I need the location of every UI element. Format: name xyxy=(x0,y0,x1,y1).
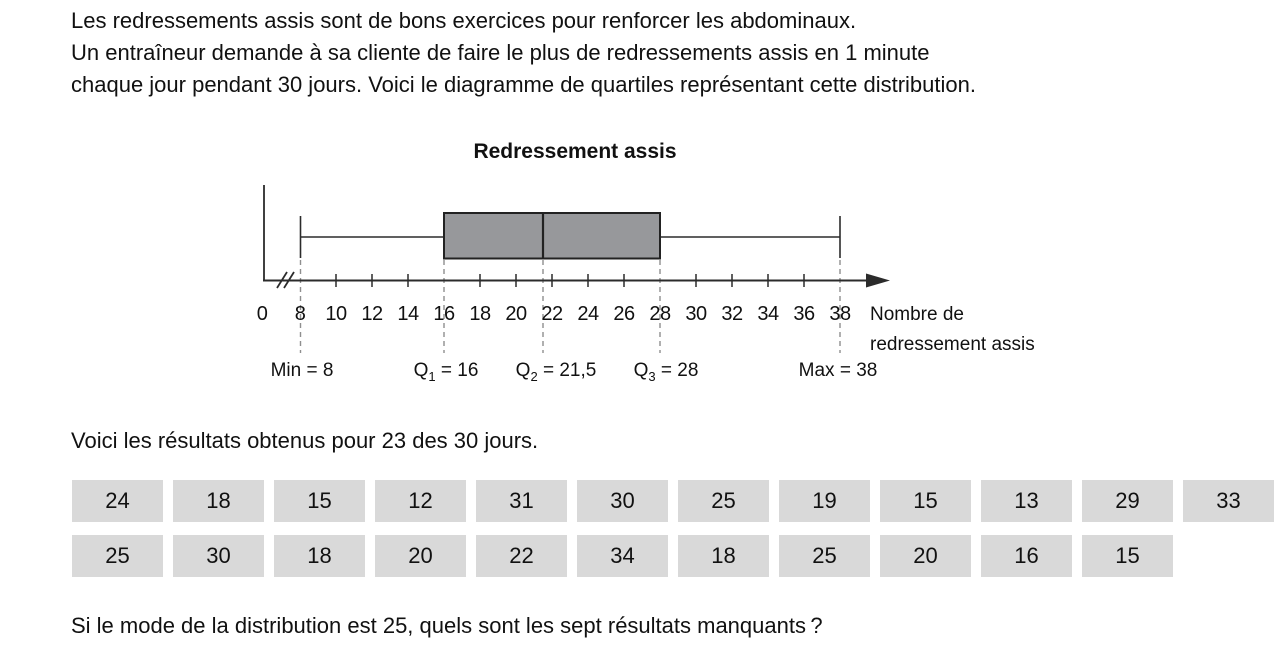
q2-stat-label: Q2 = 21,5 xyxy=(516,360,597,384)
result-cell: 13 xyxy=(981,480,1072,522)
result-cell: 24 xyxy=(72,480,163,522)
axis-tick-marks xyxy=(335,274,805,287)
intro-line-1: Les redressements assis sont de bons exe… xyxy=(71,8,857,33)
results-row-2: 25 30 18 20 22 34 18 25 20 16 15 xyxy=(72,535,1173,577)
chart-title: Redressement assis xyxy=(473,140,676,163)
intro-line-2: Un entraîneur demande à sa cliente de fa… xyxy=(71,40,930,65)
result-cell: 31 xyxy=(476,480,567,522)
result-cell: 29 xyxy=(1082,480,1173,522)
q2-sub: 2 xyxy=(530,369,537,384)
boxplot-chart: Redressement assis xyxy=(257,140,1035,384)
q3-stat-label: Q3 = 28 xyxy=(634,360,699,384)
tick-label: 8 xyxy=(295,303,306,325)
q3-value: = 28 xyxy=(656,360,699,381)
axis-caption-line-1: Nombre de xyxy=(870,304,964,325)
tick-label: 30 xyxy=(685,303,707,325)
axis-tick-labels: 0 8 10 12 14 16 18 20 22 24 26 28 30 32 … xyxy=(257,303,852,325)
result-cell: 25 xyxy=(678,480,769,522)
results-intro-text: Voici les résultats obtenus pour 23 des … xyxy=(71,428,539,453)
result-cell: 30 xyxy=(173,535,264,577)
question-text: Si le mode de la distribution est 25, qu… xyxy=(71,613,823,638)
result-cell: 25 xyxy=(72,535,163,577)
result-cell: 15 xyxy=(880,480,971,522)
tick-label: 26 xyxy=(613,303,635,325)
intro-line-3: chaque jour pendant 30 jours. Voici le d… xyxy=(71,72,976,97)
dashed-guide-lines xyxy=(299,260,841,353)
q1-stat-label: Q1 = 16 xyxy=(414,360,479,384)
intro-paragraph: Les redressements assis sont de bons exe… xyxy=(71,5,976,101)
tick-label: 10 xyxy=(325,303,347,325)
result-cell: 15 xyxy=(274,480,365,522)
axis-break-slash xyxy=(283,271,295,289)
result-cell: 15 xyxy=(1082,535,1173,577)
results-row-1: 24 18 15 12 31 30 25 19 15 13 29 33 xyxy=(72,480,1274,522)
result-cell: 18 xyxy=(173,480,264,522)
tick-label: 28 xyxy=(649,303,671,325)
result-cell: 34 xyxy=(577,535,668,577)
tick-label: 12 xyxy=(361,303,383,325)
tick-label: 20 xyxy=(505,303,527,325)
tick-label: 24 xyxy=(577,303,599,325)
tick-label: 34 xyxy=(757,303,779,325)
tick-label: 36 xyxy=(793,303,815,325)
q3-base: Q xyxy=(634,360,649,381)
max-stat-label: Max = 38 xyxy=(799,360,878,381)
q2-base: Q xyxy=(516,360,531,381)
q1-value: = 16 xyxy=(436,360,479,381)
result-cell: 18 xyxy=(678,535,769,577)
result-cell: 16 xyxy=(981,535,1072,577)
box-rect xyxy=(443,212,661,260)
axis-break-icon xyxy=(276,271,295,289)
q1-sub: 1 xyxy=(428,369,435,384)
tick-label: 38 xyxy=(829,303,851,325)
tick-label: 16 xyxy=(433,303,455,325)
q1-base: Q xyxy=(414,360,429,381)
result-cell: 19 xyxy=(779,480,870,522)
tick-label: 22 xyxy=(541,303,563,325)
axis-break-slash xyxy=(276,271,288,289)
tick-label: 0 xyxy=(257,303,268,325)
tick-label: 18 xyxy=(469,303,491,325)
q3-sub: 3 xyxy=(648,369,655,384)
axis-arrow-icon xyxy=(866,273,890,288)
result-cell: 20 xyxy=(375,535,466,577)
min-stat-label: Min = 8 xyxy=(271,360,334,381)
tick-label: 14 xyxy=(397,303,419,325)
result-cell: 33 xyxy=(1183,480,1274,522)
result-cell: 25 xyxy=(779,535,870,577)
tick-label: 32 xyxy=(721,303,743,325)
result-cell: 30 xyxy=(577,480,668,522)
result-cell: 18 xyxy=(274,535,365,577)
result-cell: 22 xyxy=(476,535,567,577)
result-cell: 12 xyxy=(375,480,466,522)
q2-value: = 21,5 xyxy=(538,360,597,381)
axis-caption-line-2: redressement assis xyxy=(870,334,1035,355)
result-cell: 20 xyxy=(880,535,971,577)
